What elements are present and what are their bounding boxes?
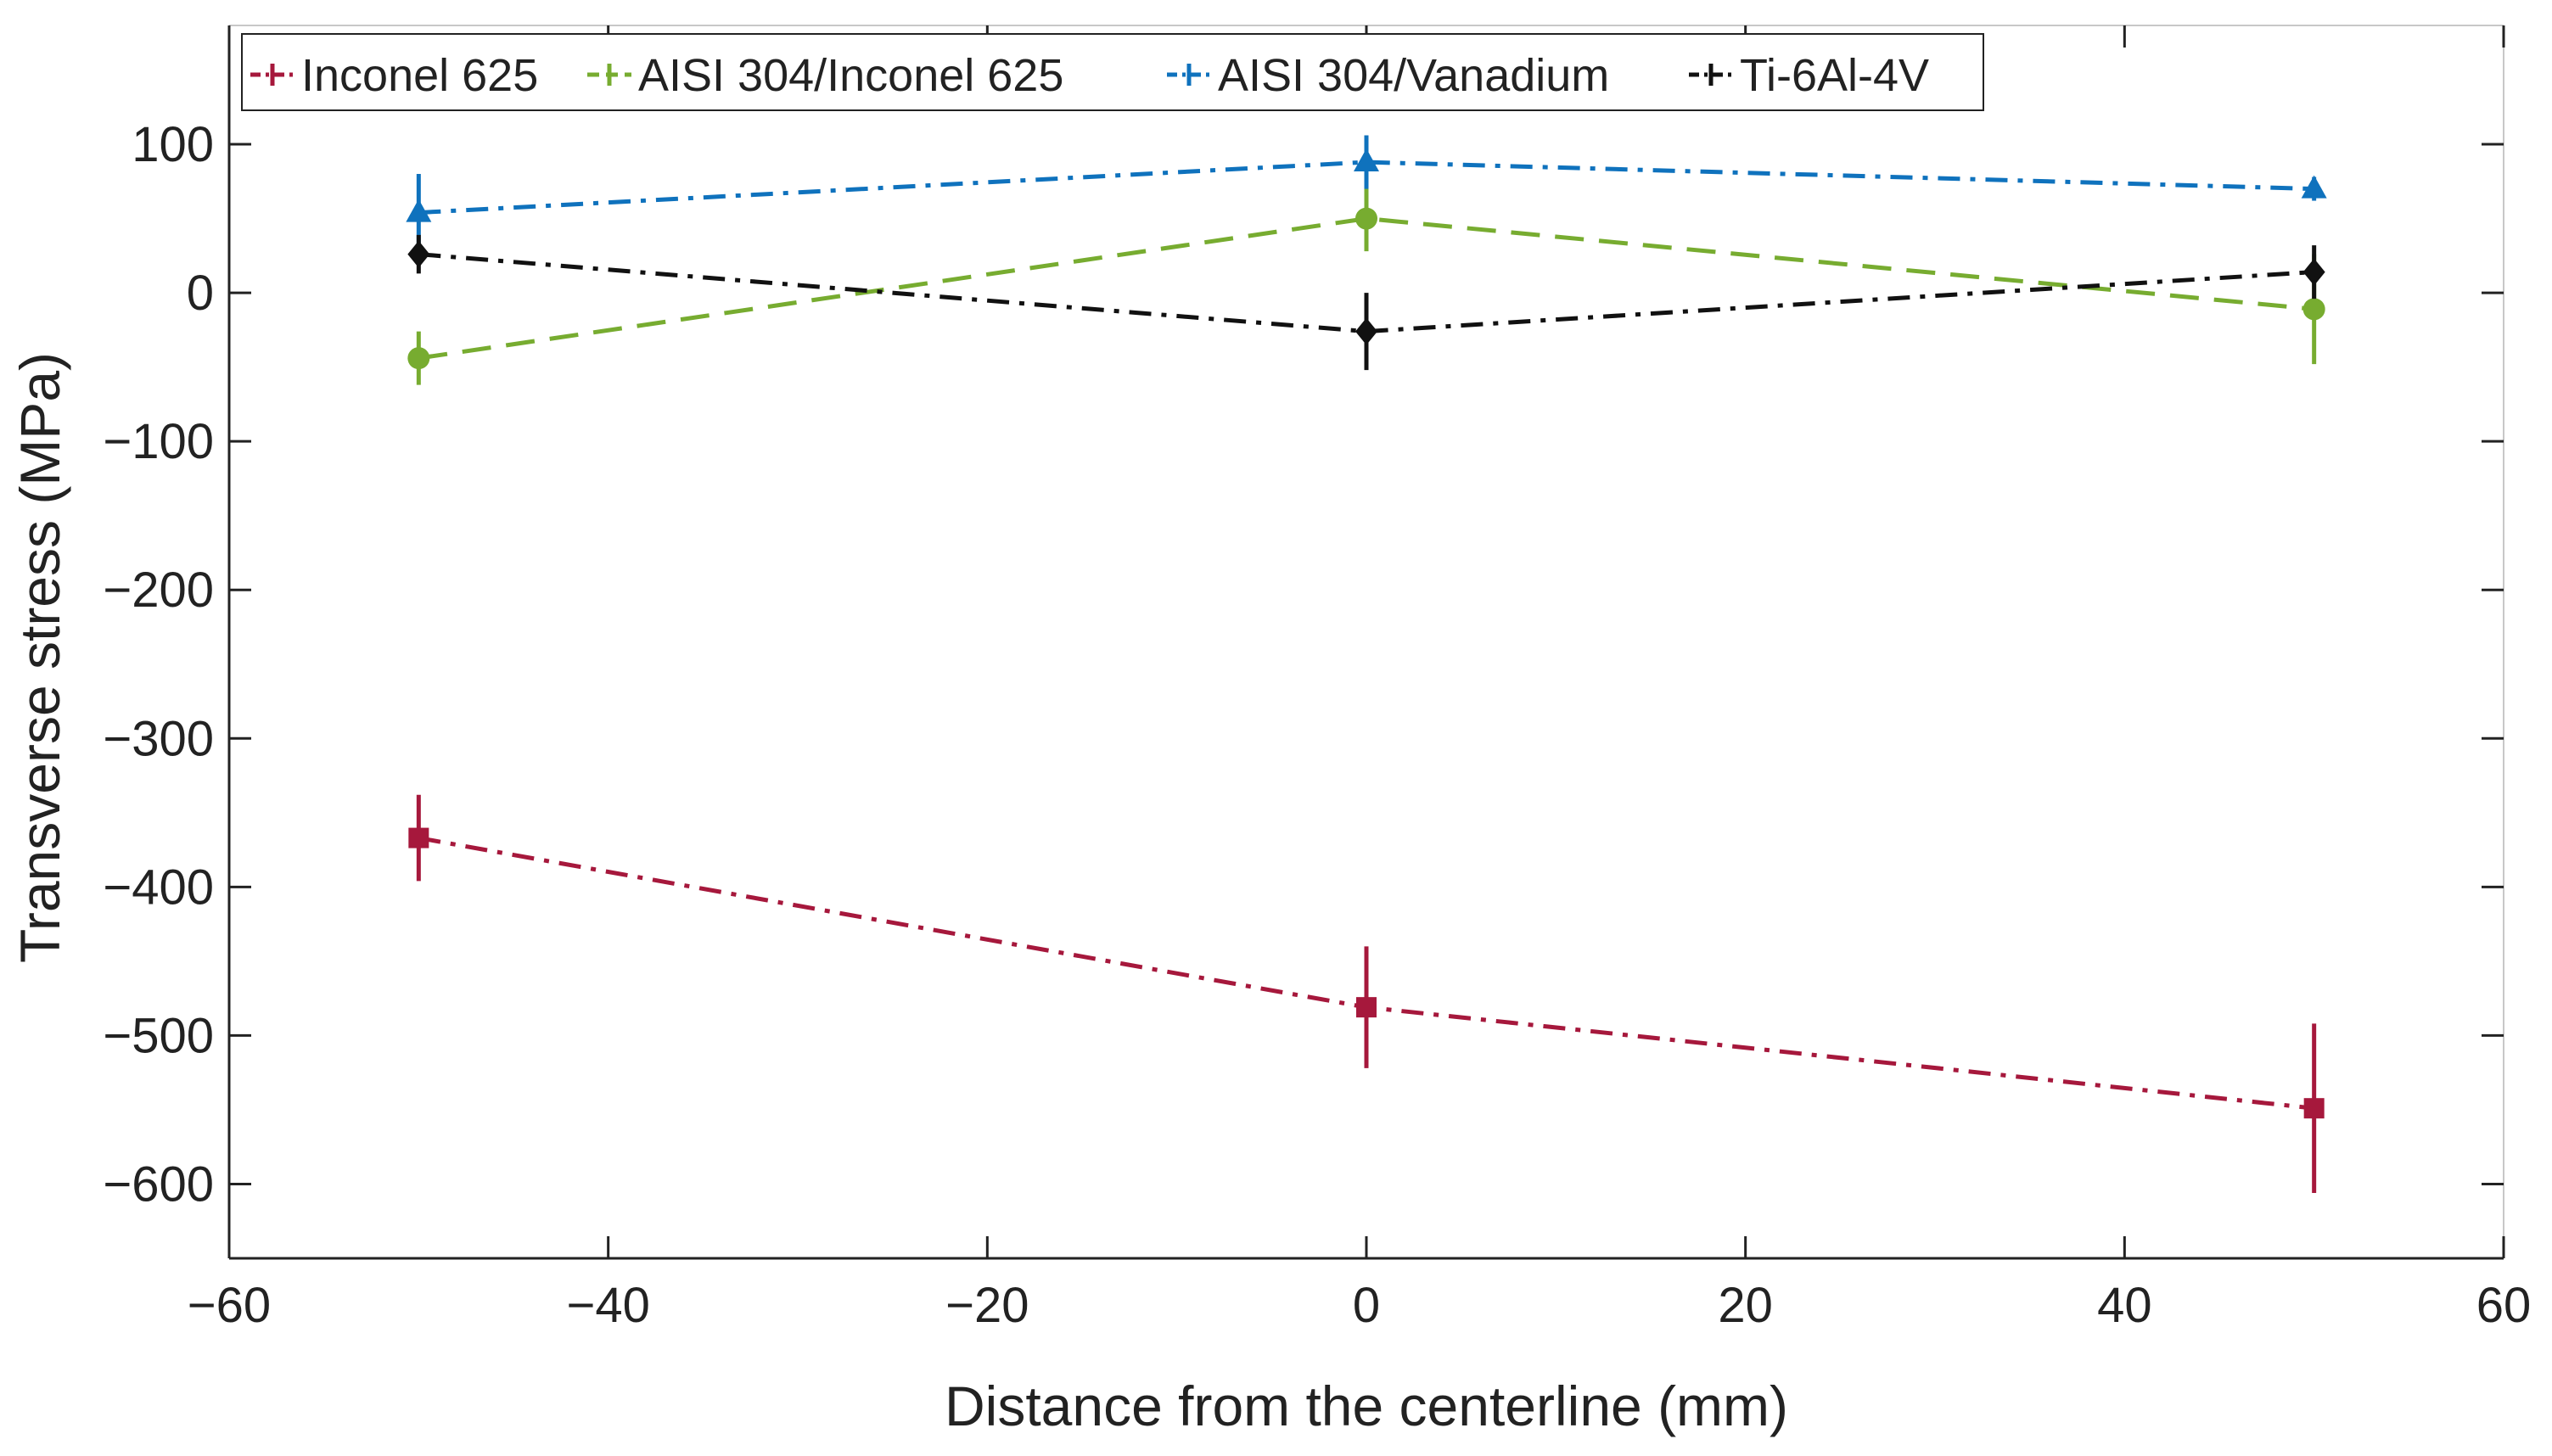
data-point bbox=[406, 199, 432, 222]
data-point bbox=[408, 827, 429, 848]
data-point bbox=[407, 347, 430, 370]
legend-item-inconel-625: Inconel 625 bbox=[250, 50, 538, 101]
y-tick-label: −500 bbox=[103, 1008, 214, 1063]
legend-item-aisi-304-inconel-625: AISI 304/Inconel 625 bbox=[587, 50, 1063, 101]
data-point bbox=[1355, 207, 1377, 230]
series-line bbox=[418, 160, 2314, 216]
y-tick-label: 100 bbox=[132, 117, 214, 172]
data-point bbox=[407, 240, 430, 268]
y-tick-label: 0 bbox=[187, 266, 214, 321]
y-axis-label: Transverse stress (MPa) bbox=[8, 352, 71, 963]
x-tick-label: −40 bbox=[566, 1278, 649, 1333]
axes: −60 −40 −20 0 20 40 601000−100−200−300−400−500… bbox=[103, 25, 2531, 1333]
x-tick-label: −20 bbox=[945, 1278, 1029, 1333]
data-point bbox=[2303, 1098, 2325, 1119]
data-point bbox=[1354, 148, 1379, 172]
y-tick-label: −600 bbox=[103, 1156, 214, 1212]
data-point bbox=[2301, 175, 2327, 199]
legend-item-ti-6al-4v: Ti-6Al-4V bbox=[1689, 50, 1929, 101]
legend-box bbox=[241, 33, 1984, 111]
data-point bbox=[1355, 317, 1377, 345]
y-tick-label: −100 bbox=[103, 414, 214, 469]
x-tick-label: 60 bbox=[2476, 1278, 2532, 1333]
x-tick-label: −60 bbox=[188, 1278, 271, 1333]
data-point bbox=[2302, 298, 2325, 321]
y-tick-label: −400 bbox=[103, 860, 214, 915]
legend-label: AISI 304/Vanadium bbox=[1218, 50, 1609, 101]
data-point bbox=[1356, 997, 1377, 1018]
series-inconel-625 bbox=[408, 794, 2325, 1193]
y-tick-label: −200 bbox=[103, 563, 214, 618]
series-ti-6al-4v bbox=[407, 234, 2325, 371]
x-axis-label: Distance from the centerline (mm) bbox=[945, 1375, 1788, 1437]
legend-label: AISI 304/Inconel 625 bbox=[638, 50, 1063, 101]
y-tick-label: −300 bbox=[103, 711, 214, 766]
x-tick-label: 40 bbox=[2097, 1278, 2152, 1333]
legend: Inconel 625 AISI 304/Inconel 625 AISI 304/… bbox=[241, 33, 1984, 111]
x-tick-label: 0 bbox=[1353, 1278, 1380, 1333]
series-line bbox=[418, 216, 2314, 361]
legend-item-aisi-304-vanadium: AISI 304/Vanadium bbox=[1167, 50, 1609, 101]
plot-area bbox=[406, 135, 2327, 1193]
legend-label: Inconel 625 bbox=[301, 50, 538, 101]
x-tick-label: 20 bbox=[1718, 1278, 1773, 1333]
legend-label: Ti-6Al-4V bbox=[1740, 50, 1929, 101]
data-point bbox=[2302, 258, 2325, 286]
